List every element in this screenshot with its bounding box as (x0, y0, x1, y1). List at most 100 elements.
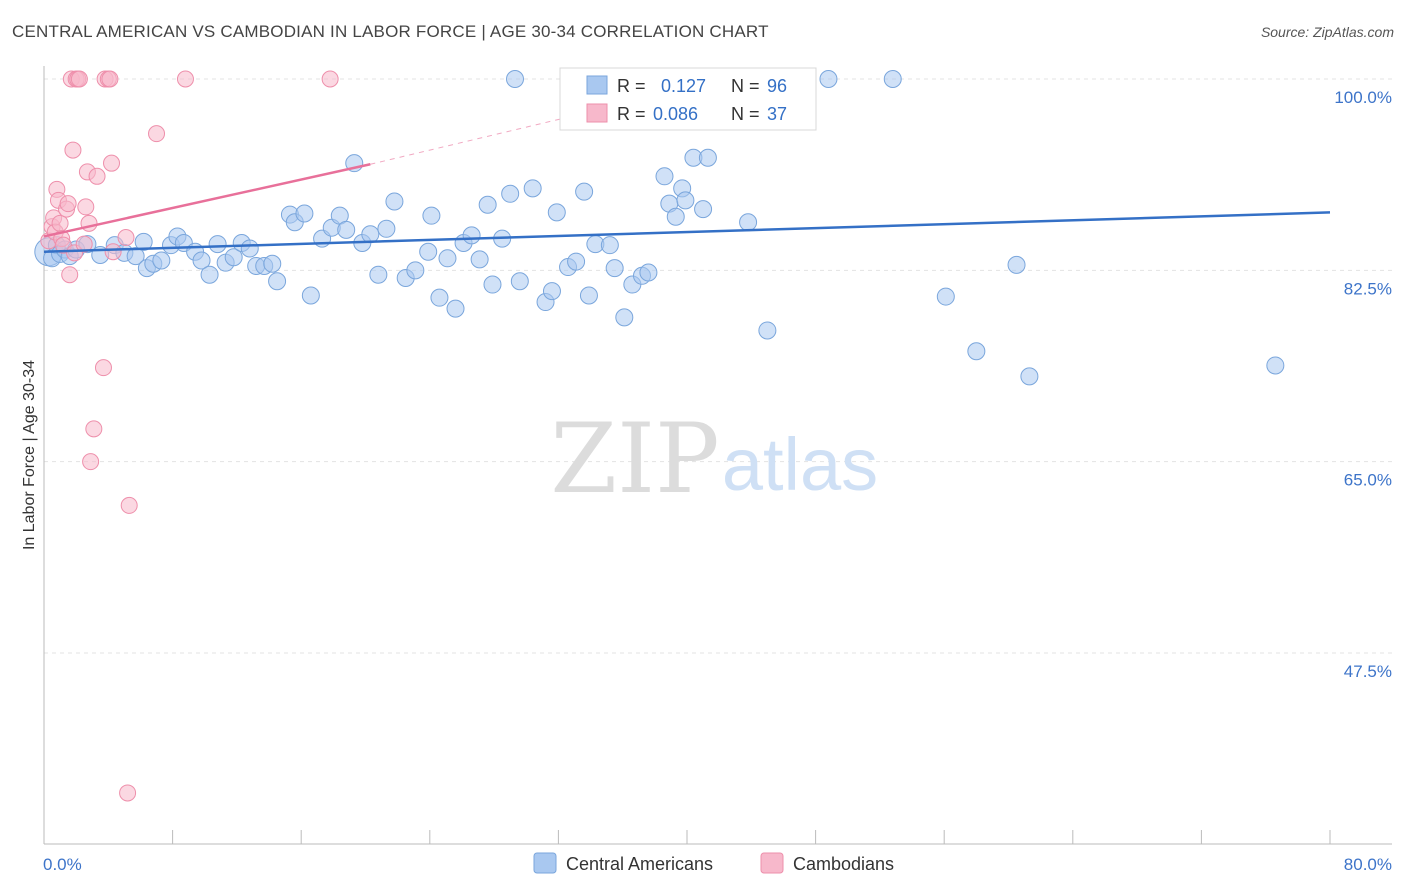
legend-swatch-cambodian (760, 852, 784, 874)
point-central-americans-26 (240, 239, 259, 258)
point-central-americans-88 (936, 287, 955, 306)
point-cambodians-30 (117, 229, 135, 247)
stats-n-label-central: N = (731, 76, 760, 96)
point-central-americans-50 (438, 249, 457, 268)
point-central-americans-22 (208, 235, 227, 254)
point-cambodians-24 (88, 167, 106, 185)
stats-r-label-central: R = (617, 76, 646, 96)
point-cambodians-22 (82, 453, 100, 471)
point-cambodians-32 (120, 496, 138, 514)
point-central-americans-71 (615, 308, 634, 327)
point-central-americans-49 (430, 288, 449, 307)
series-cambodians (40, 70, 339, 802)
point-central-americans-86 (819, 70, 838, 88)
grid-lines (44, 78, 1392, 654)
point-cambodians-11 (61, 266, 79, 284)
y-tick-label-2: 65.0% (1344, 471, 1392, 490)
point-central-americans-44 (385, 192, 404, 211)
y-tick-label-3: 47.5% (1344, 662, 1392, 681)
point-cambodians-33 (148, 125, 166, 143)
stats-r-value-cambodian: 0.086 (653, 104, 698, 124)
point-cambodians-28 (101, 70, 119, 88)
point-central-americans-58 (501, 184, 520, 203)
legend-label-cambodian: Cambodians (793, 854, 894, 874)
point-central-americans-70 (605, 259, 624, 278)
point-central-americans-77 (666, 207, 685, 226)
legend: Central Americans Cambodians (533, 852, 894, 874)
point-central-americans-33 (295, 204, 314, 223)
point-central-americans-41 (361, 225, 380, 244)
watermark-zip: ZIP (550, 403, 719, 515)
trend-line-0 (43, 211, 1331, 253)
point-central-americans-62 (542, 282, 561, 301)
point-central-americans-74 (639, 263, 658, 282)
legend-swatch-central (533, 852, 557, 874)
point-cambodians-17 (70, 70, 88, 88)
point-central-americans-60 (523, 179, 542, 198)
source-label: Source: ZipAtlas.com (1260, 24, 1394, 40)
watermark: ZIP atlas (550, 403, 878, 515)
point-central-americans-54 (470, 250, 489, 269)
point-cambodians-23 (85, 420, 103, 438)
point-central-americans-53 (462, 226, 481, 245)
trend-lines (43, 73, 1331, 253)
x-tick-label-0: 0.0% (43, 855, 82, 874)
point-central-americans-75 (655, 167, 674, 186)
tick-labels: 100.0% 82.5% 65.0% 47.5% 0.0% 80.0% (43, 88, 1392, 874)
point-central-americans-93 (505, 70, 524, 88)
point-central-americans-43 (377, 219, 396, 238)
point-central-americans-11 (126, 247, 145, 266)
point-central-americans-46 (406, 261, 425, 280)
point-central-americans-67 (579, 286, 598, 305)
stats-box: R = 0.127 N = 96 R = 0.086 N = 37 (559, 67, 817, 131)
point-cambodians-29 (103, 154, 121, 172)
point-central-americans-87 (883, 70, 902, 88)
point-central-americans-79 (676, 191, 695, 210)
x-tick-label-1: 80.0% (1344, 855, 1392, 874)
series-central-americans (34, 70, 1285, 386)
point-cambodians-6 (51, 214, 69, 232)
legend-label-central: Central Americans (566, 854, 713, 874)
point-central-americans-92 (1266, 356, 1285, 375)
point-central-americans-47 (419, 242, 438, 261)
point-cambodians-19 (77, 198, 95, 216)
point-cambodians-34 (176, 70, 194, 88)
point-cambodians-25 (94, 359, 112, 377)
point-central-americans-48 (422, 206, 441, 225)
point-central-americans-82 (698, 148, 717, 167)
point-central-americans-55 (478, 195, 497, 214)
y-axis-title: In Labor Force | Age 30-34 (21, 360, 38, 550)
point-central-americans-81 (694, 200, 713, 219)
trend-line-1 (43, 163, 371, 238)
point-central-americans-59 (510, 272, 529, 291)
point-central-americans-85 (758, 321, 777, 340)
point-central-americans-66 (575, 182, 594, 201)
point-central-americans-90 (1007, 255, 1026, 274)
point-central-americans-15 (152, 251, 171, 270)
point-central-americans-63 (547, 203, 566, 222)
stats-swatch-central (586, 75, 608, 95)
point-central-americans-51 (446, 299, 465, 318)
stats-n-value-cambodian: 37 (767, 104, 787, 124)
point-cambodians-13 (64, 141, 82, 159)
point-central-americans-21 (200, 265, 219, 284)
stats-n-value-central: 96 (767, 76, 787, 96)
point-central-americans-20 (192, 251, 211, 270)
point-central-americans-84 (739, 213, 758, 232)
point-central-americans-30 (268, 272, 287, 291)
point-central-americans-24 (224, 248, 243, 267)
axes (43, 66, 1392, 845)
point-cambodians-31 (119, 784, 137, 802)
stats-n-label-cambodian: N = (731, 104, 760, 124)
y-tick-label-0: 100.0% (1334, 88, 1392, 107)
point-central-americans-65 (567, 252, 586, 271)
chart-title: CENTRAL AMERICAN VS CAMBODIAN IN LABOR F… (12, 22, 769, 41)
point-central-americans-38 (337, 220, 356, 239)
point-central-americans-34 (301, 286, 320, 305)
stats-r-value-central: 0.127 (661, 76, 706, 96)
point-central-americans-69 (600, 236, 619, 255)
point-cambodians-36 (104, 243, 122, 261)
point-cambodians-35 (321, 70, 339, 88)
point-central-americans-29 (263, 254, 282, 273)
